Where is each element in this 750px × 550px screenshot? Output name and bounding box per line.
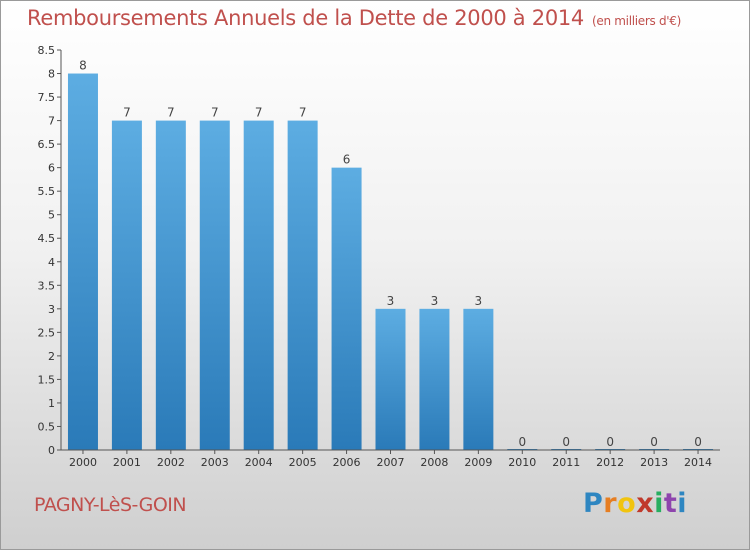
logo-letter: i	[654, 488, 664, 519]
data-label-2009: 3	[475, 294, 483, 308]
data-label-2011: 0	[562, 435, 570, 449]
bar-2007	[375, 308, 406, 450]
y-tick-label: 5	[48, 209, 55, 222]
bar-2006	[331, 167, 362, 450]
data-label-2010: 0	[518, 435, 526, 449]
data-label-2012: 0	[606, 435, 614, 449]
data-label-2003: 7	[211, 106, 219, 120]
town-name: PAGNY-LèS-GOIN	[34, 494, 187, 516]
x-tick-label-2000: 2000	[69, 456, 97, 469]
x-tick-label-2006: 2006	[333, 456, 361, 469]
y-tick-label: 8.5	[38, 44, 56, 57]
logo-letter: r	[603, 488, 618, 519]
logo-letter: t	[663, 488, 678, 519]
x-tick-label-2007: 2007	[377, 456, 405, 469]
y-tick-label: 7	[48, 115, 55, 128]
data-label-2007: 3	[387, 294, 395, 308]
data-label-2005: 7	[299, 106, 307, 120]
data-label-2002: 7	[167, 106, 175, 120]
y-tick-label: 4	[48, 256, 55, 269]
logo-letter: x	[636, 488, 655, 519]
bar-2004	[243, 120, 274, 451]
x-tick-label-2014: 2014	[684, 456, 712, 469]
x-tick-label-2013: 2013	[640, 456, 668, 469]
y-tick-label: 8	[48, 68, 55, 81]
bar-2009	[463, 308, 494, 450]
title-text: Remboursements Annuels de la Dette de 20…	[27, 6, 584, 30]
y-tick-label: 1	[48, 397, 55, 410]
bar-2008	[419, 308, 450, 450]
y-tick-label: 3	[48, 303, 55, 316]
bar-2002	[155, 120, 186, 451]
x-tick-label-2009: 2009	[464, 456, 492, 469]
data-label-2000: 8	[79, 59, 87, 73]
data-label-2014: 0	[694, 435, 702, 449]
y-tick-label: 2	[48, 350, 55, 363]
logo-letter: P	[583, 488, 604, 519]
data-label-2008: 3	[431, 294, 439, 308]
bar-2000	[67, 73, 98, 450]
logo-letter: i	[677, 488, 688, 519]
data-label-2006: 6	[343, 153, 351, 167]
x-tick-label-2004: 2004	[245, 456, 273, 469]
y-tick-label: 0.5	[38, 420, 56, 433]
data-label-2001: 7	[123, 106, 131, 120]
title-unit: (en milliers d'€)	[592, 14, 682, 28]
bar-2005	[287, 120, 318, 451]
x-tick-label-2001: 2001	[113, 456, 141, 469]
y-tick-label: 2.5	[38, 326, 56, 339]
y-tick-label: 4.5	[38, 232, 56, 245]
logo-letter: o	[617, 488, 637, 519]
x-tick-label-2008: 2008	[420, 456, 448, 469]
x-tick-label-2003: 2003	[201, 456, 229, 469]
y-tick-label: 1.5	[38, 373, 56, 386]
x-tick-label-2011: 2011	[552, 456, 580, 469]
proxiti-logo: Proxiti	[583, 488, 687, 519]
y-tick-label: 7.5	[38, 91, 56, 104]
bar-2001	[111, 120, 142, 451]
chart-title: Remboursements Annuels de la Dette de 20…	[27, 6, 681, 30]
y-tick-label: 3.5	[38, 279, 56, 292]
y-tick-label: 6	[48, 162, 55, 175]
data-label-2004: 7	[255, 106, 263, 120]
x-tick-label-2002: 2002	[157, 456, 185, 469]
y-tick-label: 0	[48, 444, 55, 457]
bar-2003	[199, 120, 230, 451]
data-label-2013: 0	[650, 435, 658, 449]
x-tick-label-2010: 2010	[508, 456, 536, 469]
x-tick-label-2012: 2012	[596, 456, 624, 469]
x-tick-label-2005: 2005	[289, 456, 317, 469]
y-tick-label: 5.5	[38, 185, 56, 198]
y-tick-label: 6.5	[38, 138, 56, 151]
